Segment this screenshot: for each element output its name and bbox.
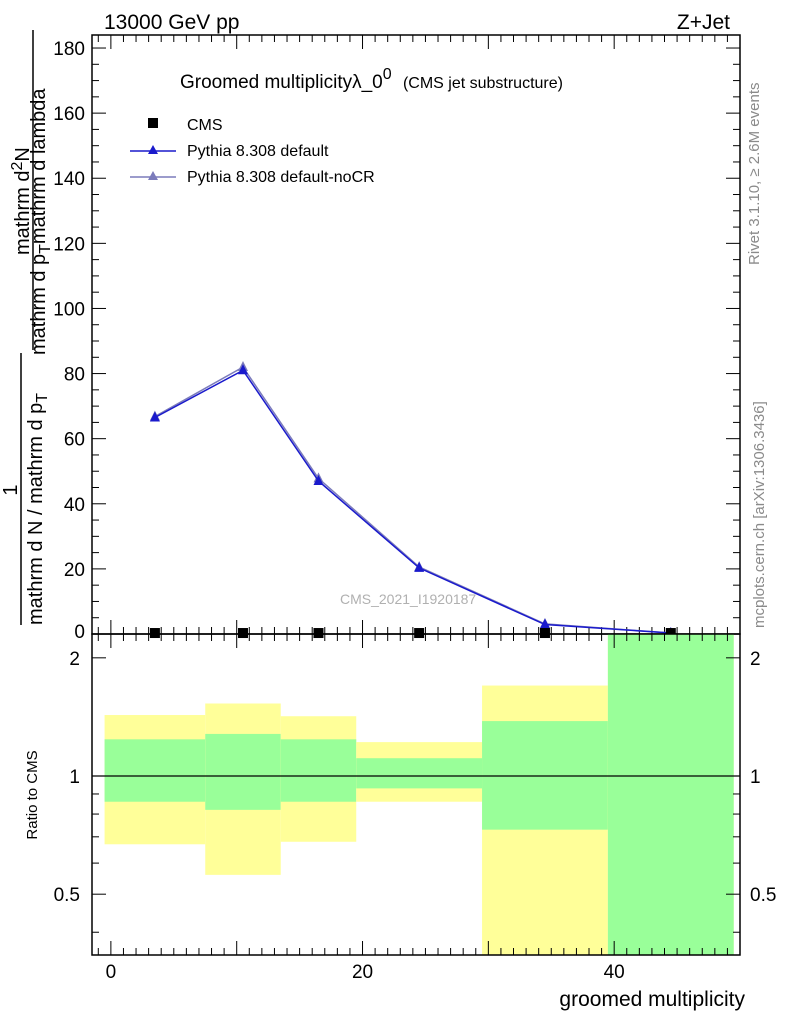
ratio-panel: 0.5 0.5 1 1 2 2 0 20 40 [54,633,776,983]
series-marker-1 [313,474,324,485]
legend-marker-cms [148,118,158,128]
ratio-stat-band [104,739,206,802]
analysis-id-label: CMS_2021_I1920187 [340,591,476,607]
series-marker-1 [414,561,425,572]
legend-marker-pythia-default [148,145,158,154]
main-series-layer [149,361,676,639]
ratio-y-ticks: 0.5 0.5 1 1 2 2 [54,649,776,933]
ylabel-numerator-one: 1 [0,484,22,495]
series-marker-1 [149,411,160,422]
main-y-axis-label: 1 mathrm d N / mathrm d pT mathrm d2N ma… [0,30,54,625]
ratio-y-axis-label: Ratio to CMS [24,750,41,839]
ratio-stat-band [205,733,281,810]
ratio-bands-layer [104,634,734,955]
series-line-1 [154,369,671,634]
ratio-y-tick-label: 2 [69,649,80,670]
rivet-version-label: Rivet 3.1.10, ≥ 2.6M events [746,83,763,266]
ratio-stat-band [356,758,483,789]
main-y-tick-label: 40 [64,495,85,516]
cms-data-point [539,628,550,639]
main-y-tick-label: 180 [53,39,85,60]
x-ticks: 0 20 40 [97,634,728,983]
series-marker-1 [539,618,550,629]
cms-data-point [149,628,160,639]
chart-title: Groomed multiplicityλ_00 (CMS jet substr… [180,63,563,93]
main-y-tick-label: 20 [64,560,85,581]
ratio-y-tick-label: 1 [69,767,80,788]
legend-label-pythia-nocr: Pythia 8.308 default-noCR [187,169,375,186]
ylabel-numerator-2: mathrm d2N [9,147,34,255]
main-panel: 20 40 60 80 100 120 140 160 180 0 [53,34,741,643]
main-y-tick-label-zero: 0 [74,622,85,643]
ylabel-denominator-2: mathrm d pTmathrm d lambda [28,88,54,355]
cms-data-point [414,628,425,639]
main-y-tick-label: 60 [64,430,85,451]
mcplots-source-label: mcplots.cern.ch [arXiv:1306.3436] [751,401,768,628]
legend-label-pythia-default: Pythia 8.308 default [187,143,329,160]
header-energy-label: 13000 GeV pp [104,11,239,34]
main-y-tick-label: 100 [53,299,85,320]
ratio-y-tick-label-right: 0.5 [750,885,776,906]
header-process-label: Z+Jet [677,11,730,34]
legend-label-cms: CMS [187,117,223,134]
x-axis-label: groomed multiplicity [559,988,745,1011]
ratio-stat-band [607,634,734,955]
ratio-plot-frame [91,633,741,956]
main-y-tick-label: 140 [53,169,85,190]
x-tick-label: 0 [106,962,117,983]
ylabel-denominator-1: mathrm d N / mathrm d pT [25,393,51,625]
x-tick-label: 40 [604,962,625,983]
legend-marker-pythia-nocr [148,171,158,180]
ratio-y-tick-label-right: 1 [750,767,761,788]
ratio-y-tick-label-right: 2 [750,649,761,670]
main-y-tick-label: 80 [64,365,85,386]
legend: CMS Pythia 8.308 default Pythia 8.308 de… [130,117,375,186]
x-tick-label: 20 [352,962,373,983]
cms-data-point [313,628,324,639]
main-y-tick-label: 120 [53,234,85,255]
cms-data-point [665,628,676,639]
main-y-ticks: 20 40 60 80 100 120 140 160 180 0 [53,35,740,643]
ratio-stat-band [482,721,608,830]
ratio-stat-band [280,739,357,802]
cms-data-point [237,628,248,639]
series-marker-1 [237,364,248,375]
ratio-y-tick-label: 0.5 [54,885,80,906]
main-y-tick-label: 160 [53,104,85,125]
